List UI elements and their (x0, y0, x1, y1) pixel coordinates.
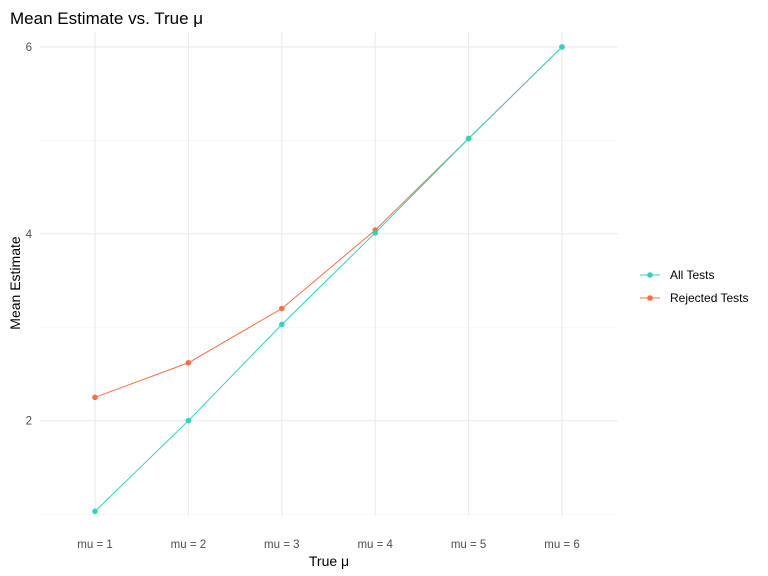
x-tick-label: mu = 5 (451, 539, 486, 551)
chart-title: Mean Estimate vs. True μ (10, 9, 203, 28)
legend-key-point (647, 295, 653, 301)
x-tick-label: mu = 2 (171, 539, 206, 551)
legend: All Tests Rejected Tests (640, 268, 749, 305)
series-line (94, 46, 563, 512)
y-axis-ticks: 2 4 6 (26, 42, 33, 428)
x-tick-label: mu = 3 (264, 539, 299, 551)
data-point (465, 135, 472, 142)
y-tick-label: 2 (26, 416, 32, 428)
data-point (372, 230, 379, 236)
x-tick-label: mu = 1 (77, 539, 112, 551)
data-point (279, 321, 285, 328)
data-point (92, 394, 98, 401)
data-point (185, 359, 192, 366)
legend-label: All Tests (670, 268, 714, 282)
series-layer (92, 44, 565, 515)
x-axis-label: True μ (309, 553, 349, 569)
legend-label: Rejected Tests (670, 291, 749, 305)
x-axis-ticks: mu = 1 mu = 2 mu = 3 mu = 4 mu = 5 mu = 6 (77, 539, 579, 551)
data-point (92, 508, 98, 515)
grid (40, 32, 618, 516)
y-tick-label: 6 (26, 42, 32, 54)
y-axis-label: Mean Estimate (7, 236, 23, 330)
y-tick-label: 4 (26, 229, 33, 241)
x-tick-label: mu = 4 (357, 539, 393, 551)
legend-key-point (647, 272, 653, 278)
data-point (279, 305, 285, 312)
series-line (94, 46, 563, 398)
x-tick-label: mu = 6 (544, 539, 579, 551)
data-point (559, 44, 565, 50)
data-point (185, 417, 192, 424)
